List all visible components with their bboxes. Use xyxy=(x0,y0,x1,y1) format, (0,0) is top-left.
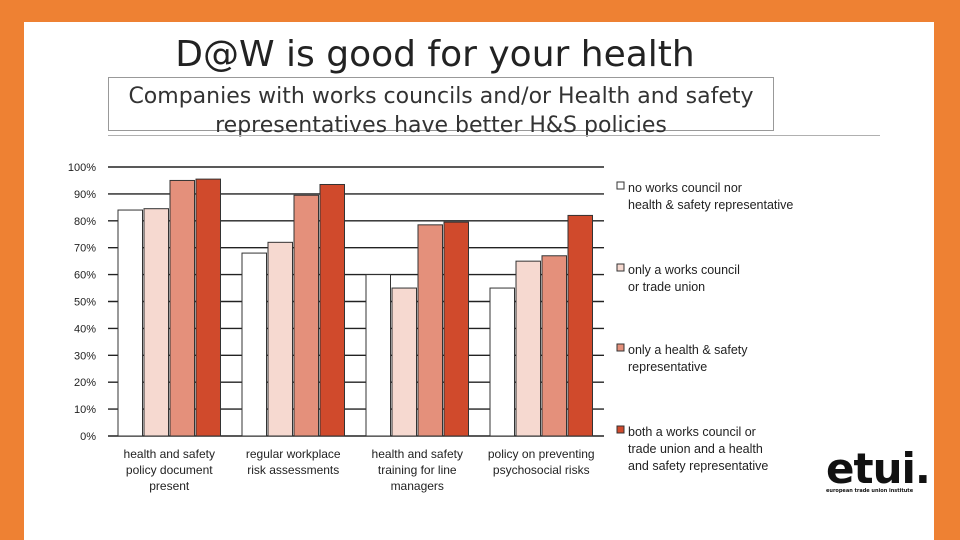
bar xyxy=(365,274,391,437)
legend-label: only a works council xyxy=(628,263,740,277)
slide-title: D@W is good for your health xyxy=(175,34,695,75)
bar xyxy=(267,241,293,437)
x-tick-label: psychosocial risks xyxy=(493,463,590,477)
y-tick-label: 70% xyxy=(74,243,96,255)
divider-line xyxy=(108,135,880,136)
bar xyxy=(241,252,267,437)
legend-swatch xyxy=(616,343,625,352)
y-tick-label: 80% xyxy=(74,216,96,228)
x-tick-label: policy document xyxy=(126,463,213,477)
bar xyxy=(293,194,319,437)
legend-label: only a health & safety xyxy=(628,343,748,357)
bar xyxy=(417,224,443,437)
legend-label: representative xyxy=(628,360,707,374)
x-tick-label: managers xyxy=(391,479,444,493)
slide-subtitle: Companies with works councils and/or Hea… xyxy=(108,82,774,140)
legend-label: trade union and a health xyxy=(628,442,763,456)
y-tick-label: 10% xyxy=(74,404,96,416)
subtitle-box xyxy=(108,77,774,131)
bar xyxy=(143,208,169,437)
x-tick-label: risk assessments xyxy=(247,463,339,477)
bar xyxy=(169,179,195,437)
y-tick-label: 0% xyxy=(80,431,96,443)
etui-logo: etui. european trade union institute xyxy=(826,444,931,495)
legend-label: and safety representative xyxy=(628,459,768,473)
bar xyxy=(515,260,541,437)
y-tick-label: 90% xyxy=(74,189,96,201)
x-tick-label: health and safety xyxy=(372,447,463,461)
y-tick-label: 30% xyxy=(74,350,96,362)
bar xyxy=(541,255,567,437)
subtitle-line-1: Companies with works councils and/or Hea… xyxy=(128,84,754,109)
bar xyxy=(443,221,469,437)
y-tick-label: 60% xyxy=(74,270,96,282)
x-tick-label: training for line xyxy=(378,463,457,477)
legend-label: both a works council or xyxy=(628,425,756,439)
y-tick-label: 20% xyxy=(74,377,96,389)
bar xyxy=(195,178,221,437)
legend-swatch xyxy=(616,425,625,434)
subtitle-line-2: representatives have better H&S policies xyxy=(215,113,667,138)
legend-swatch xyxy=(616,263,625,272)
bar xyxy=(391,287,417,437)
y-tick-label: 40% xyxy=(74,323,96,335)
legend-label: no works council nor xyxy=(628,181,742,195)
bar xyxy=(117,209,143,437)
x-tick-label: present xyxy=(149,479,190,493)
legend-label: or trade union xyxy=(628,280,705,294)
legend-swatch xyxy=(616,181,625,190)
legend-label: health & safety representative xyxy=(628,198,793,212)
x-tick-label: policy on preventing xyxy=(488,447,595,461)
x-tick-label: health and safety xyxy=(124,447,215,461)
y-tick-label: 50% xyxy=(74,297,96,309)
slide-border-left xyxy=(0,0,24,540)
bar xyxy=(319,183,345,437)
slide-border-right xyxy=(934,0,960,540)
y-tick-label: 100% xyxy=(68,162,96,174)
bar xyxy=(567,214,593,437)
logo-tagline: european trade union institute xyxy=(826,488,914,494)
slide-border-top xyxy=(0,0,960,22)
logo-wordmark: etui. xyxy=(826,444,931,493)
x-tick-label: regular workplace xyxy=(246,447,341,461)
bar xyxy=(489,287,515,437)
